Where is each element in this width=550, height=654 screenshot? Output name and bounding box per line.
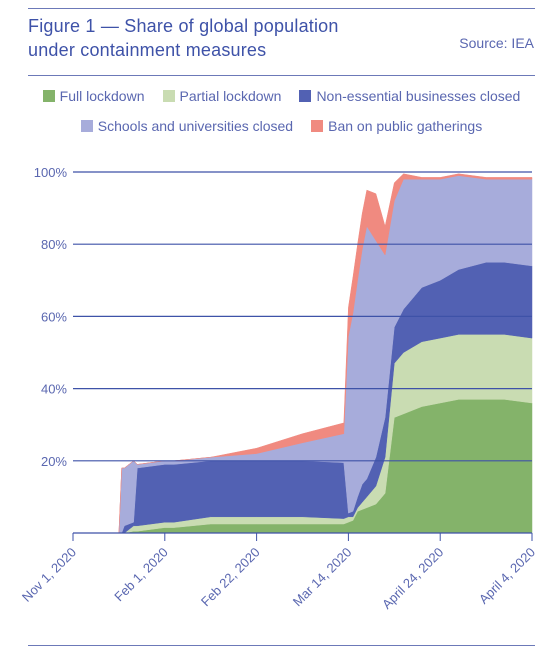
source-note: Source: IEA — [459, 35, 534, 51]
bottom-rule — [28, 645, 535, 646]
chart-title: Figure 1 — Share of global population un… — [28, 14, 388, 62]
y-tick-label-20: 20% — [41, 454, 67, 469]
x-tick-label-4: April 24, 2020 — [379, 545, 446, 612]
legend-swatch-ban-gatherings — [311, 120, 324, 132]
legend-row-2: Schools and universities closed Ban on p… — [28, 118, 535, 134]
legend-item-partial-lockdown: Partial lockdown — [162, 88, 282, 104]
y-tick-label-100: 100% — [34, 165, 68, 180]
x-tick-label-5: April 4, 2020 — [476, 545, 538, 607]
legend-label-non-essential-closed: Non-essential businesses closed — [316, 88, 521, 104]
legend-label-schools-closed: Schools and universities closed — [97, 118, 294, 134]
chart-legend: Full lockdown Partial lockdown Non-essen… — [28, 88, 535, 148]
x-tick-label-1: Feb 1, 2020 — [111, 545, 171, 605]
x-tick-label-2: Feb 22, 2020 — [198, 545, 263, 610]
legend-item-schools-closed: Schools and universities closed — [80, 118, 294, 134]
area-ban-on-public-gatherings — [73, 173, 533, 534]
title-divider — [28, 75, 535, 76]
x-tick-label-3: Mar 14, 2020 — [290, 545, 355, 610]
legend-swatch-non-essential-closed — [299, 90, 312, 102]
legend-swatch-full-lockdown — [42, 90, 55, 102]
legend-swatch-schools-closed — [80, 120, 93, 132]
top-rule — [28, 8, 535, 9]
legend-label-partial-lockdown: Partial lockdown — [179, 88, 282, 104]
chart-title-line-1: Figure 1 — Share of global population — [28, 16, 339, 36]
legend-row-1: Full lockdown Partial lockdown Non-essen… — [28, 88, 535, 104]
y-tick-label-40: 40% — [41, 382, 67, 397]
chart-title-line-2: under containment measures — [28, 40, 267, 60]
y-tick-label-80: 80% — [41, 237, 67, 252]
legend-item-non-essential-closed: Non-essential businesses closed — [299, 88, 520, 104]
legend-label-full-lockdown: Full lockdown — [59, 88, 145, 104]
x-tick-label-0: Nov 1, 2020 — [19, 545, 79, 605]
legend-item-full-lockdown: Full lockdown — [42, 88, 145, 104]
y-tick-label-60: 60% — [41, 309, 67, 324]
legend-swatch-partial-lockdown — [162, 90, 175, 102]
legend-item-ban-gatherings: Ban on public gatherings — [311, 118, 482, 134]
legend-label-ban-gatherings: Ban on public gatherings — [328, 118, 483, 134]
